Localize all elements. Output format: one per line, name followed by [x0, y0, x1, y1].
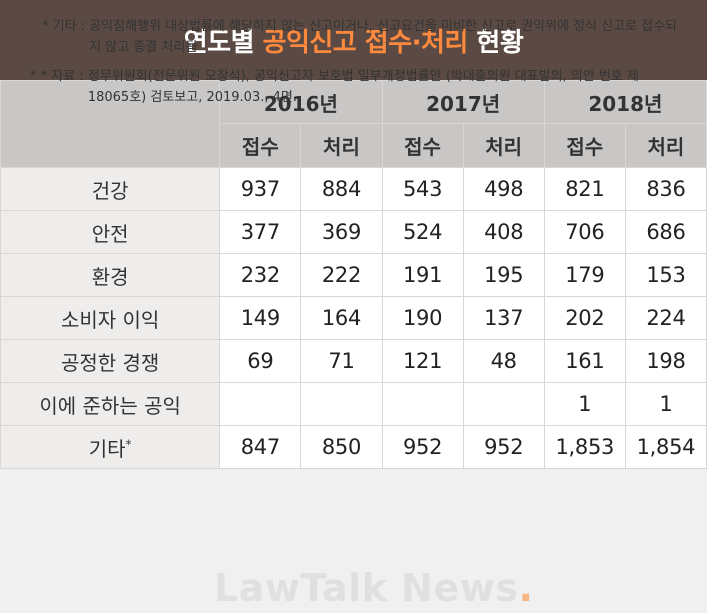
table-cell: 1	[624, 382, 707, 426]
row-label: 기타*	[0, 425, 221, 469]
row-label: 공정한 경쟁	[0, 339, 221, 383]
table-cell: 164	[300, 296, 383, 340]
title-part-1: 연도별	[183, 27, 263, 58]
table-cell	[381, 382, 464, 426]
sub-header: 처리	[462, 123, 545, 168]
table-cell: 1,854	[624, 425, 707, 469]
table-cell: 224	[624, 296, 707, 340]
table-cell: 706	[543, 210, 626, 254]
sub-header-row: 접수 처리 접수 처리 접수 처리	[1, 123, 707, 168]
table-cell: 408	[462, 210, 545, 254]
row-label: 건강	[0, 167, 221, 211]
table-cell: 850	[300, 425, 383, 469]
table-cell: 190	[381, 296, 464, 340]
table-row: 이에 준하는 공익 1 1	[0, 382, 707, 426]
table-cell: 48	[462, 339, 545, 383]
table-cell: 179	[543, 253, 626, 297]
table-cell: 222	[300, 253, 383, 297]
table-cell: 195	[462, 253, 545, 297]
sub-header: 접수	[219, 123, 302, 168]
table-cell: 952	[462, 425, 545, 469]
row-label-text: 기타	[88, 436, 126, 461]
table-cell: 191	[381, 253, 464, 297]
title-part-3: 현황	[467, 27, 524, 58]
sub-header: 접수	[543, 123, 626, 168]
table-cell: 137	[462, 296, 545, 340]
sub-header: 접수	[381, 123, 464, 168]
table-cell: 121	[381, 339, 464, 383]
sub-header: 처리	[300, 123, 383, 168]
table-cell	[300, 382, 383, 426]
table-cell: 153	[624, 253, 707, 297]
table-cell: 202	[543, 296, 626, 340]
table-cell: 884	[300, 167, 383, 211]
footnote-text: 공익침해행위 대상법률에 해당하지 않는 신고이거나, 신고요건을 미비한 신고…	[89, 19, 677, 55]
table-cell: 952	[381, 425, 464, 469]
table-cell: 686	[624, 210, 707, 254]
table-cell: 149	[219, 296, 302, 340]
row-label: 이에 준하는 공익	[0, 382, 221, 426]
watermark-dot: .	[518, 566, 534, 610]
year-header-row: 2016년 2017년 2018년	[0, 80, 707, 168]
footnote-mark: *	[125, 436, 132, 451]
table-cell	[462, 382, 545, 426]
corner-cell	[0, 80, 221, 168]
watermark-text: LawTalk News	[214, 566, 519, 610]
row-label: 환경	[0, 253, 221, 297]
table-cell: 836	[624, 167, 707, 211]
table-row: 안전 377 369 524 408 706 686	[0, 210, 707, 254]
table-cell: 369	[300, 210, 383, 254]
footnote-source: * * 자료 : 정무위원회(전문위원 오창석), 공익신고자 보호법 일부개정…	[30, 66, 682, 108]
table-cell: 232	[219, 253, 302, 297]
title-part-highlight: 공익신고 접수·처리	[262, 27, 469, 58]
footnote-other: * 기타 : 공익침해행위 대상법률에 해당하지 않는 신고이거나, 신고요건을…	[42, 16, 682, 58]
year-header: 2017년	[381, 80, 545, 124]
notes-section	[0, 470, 707, 613]
footnote-lead: * * 자료 :	[30, 69, 88, 84]
table-cell: 161	[543, 339, 626, 383]
table-cell: 937	[219, 167, 302, 211]
table-row: 기타* 847 850 952 952 1,853 1,854	[0, 425, 707, 469]
table-row: 환경 232 222 191 195 179 153	[0, 253, 707, 297]
year-header: 2016년	[219, 80, 383, 124]
table-cell: 847	[219, 425, 302, 469]
table-cell: 1	[543, 382, 626, 426]
sub-header: 처리	[624, 123, 707, 168]
table-cell: 71	[300, 339, 383, 383]
table-row: 소비자 이익 149 164 190 137 202 224	[0, 296, 707, 340]
row-label: 안전	[0, 210, 221, 254]
table-cell: 69	[219, 339, 302, 383]
table-cell: 198	[624, 339, 707, 383]
table-cell: 821	[543, 167, 626, 211]
footnote-lead: * 기타 :	[42, 19, 90, 34]
table-row: 건강 937 884 543 498 821 836	[0, 167, 707, 211]
footnote-text: 정무위원회(전문위원 오창석), 공익신고자 보호법 일부개정법률안 (박대출의…	[87, 69, 639, 105]
table-row: 공정한 경쟁 69 71 121 48 161 198	[0, 339, 707, 383]
title-bar: 연도별 공익신고 접수·처리 현황	[0, 0, 707, 80]
table-cell: 1,853	[543, 425, 626, 469]
table-cell: 498	[462, 167, 545, 211]
table-cell	[219, 382, 302, 426]
row-label: 소비자 이익	[0, 296, 221, 340]
table-cell: 543	[381, 167, 464, 211]
watermark-logo: LawTalk News.	[214, 566, 533, 610]
table-cell: 524	[381, 210, 464, 254]
report-table: 2016년 2017년 2018년 접수 처리 접수 처리 접수 처리 건강 9…	[0, 80, 707, 469]
table-cell: 377	[219, 210, 302, 254]
